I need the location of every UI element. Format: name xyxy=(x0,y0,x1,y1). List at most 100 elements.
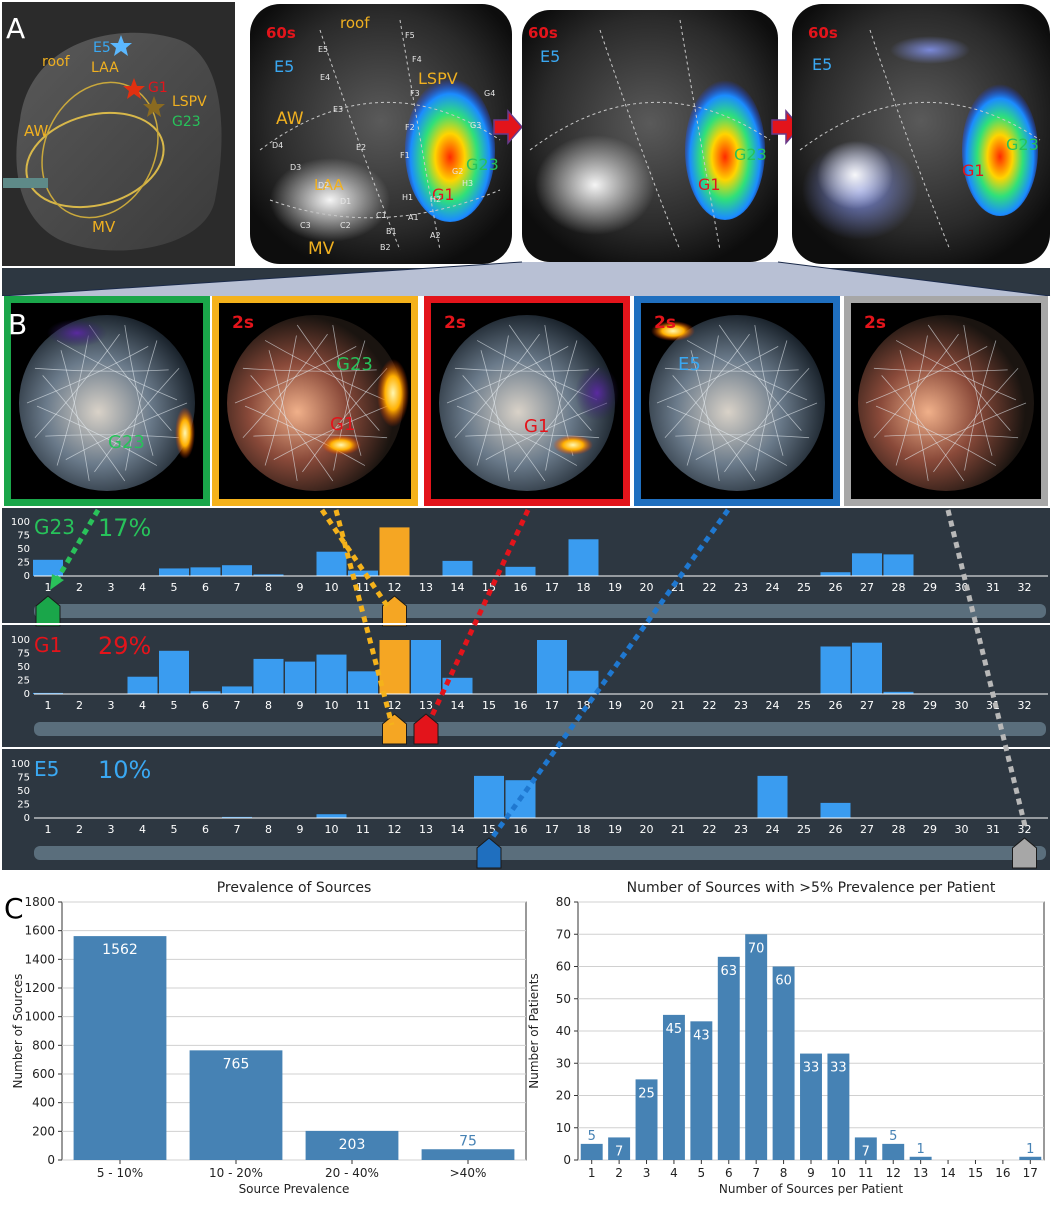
map1-roof: roof xyxy=(340,14,370,32)
y-tick-label: 60 xyxy=(556,960,571,974)
x-tick-label: 23 xyxy=(734,823,748,836)
map2-e5: E5 xyxy=(540,47,560,66)
hotspot-g1 xyxy=(321,435,361,455)
bar-value-label: 45 xyxy=(666,1022,683,1037)
x-tick-label: 14 xyxy=(451,699,465,712)
x-tick-label: 29 xyxy=(923,699,937,712)
flow-streamline xyxy=(125,340,158,471)
x-tick-label: 23 xyxy=(734,699,748,712)
flow-streamline xyxy=(333,340,366,471)
y-tick-label: 400 xyxy=(32,1096,55,1110)
x-tick-label: 28 xyxy=(892,581,906,594)
x-tick-label: 30 xyxy=(955,823,969,836)
electrode-label: G2 xyxy=(452,167,463,176)
y-tick-label: 75 xyxy=(17,531,30,542)
chart-title: Prevalence of Sources xyxy=(217,880,372,896)
frame-time: 2s xyxy=(444,313,466,333)
x-tick-label: 25 xyxy=(797,581,811,594)
y-tick-label: 50 xyxy=(17,786,30,797)
bar xyxy=(421,1149,515,1160)
x-tick-label: 16 xyxy=(995,1166,1010,1180)
bar-value-label: 7 xyxy=(615,1144,623,1159)
y-tick-label: 80 xyxy=(556,895,571,909)
x-tick-label: 2 xyxy=(76,581,83,594)
timeline-prevalence: 17% xyxy=(98,514,151,542)
y-tick-label: 25 xyxy=(17,676,30,687)
y-axis-label: Number of Patients xyxy=(527,973,541,1088)
x-tick-label: 19 xyxy=(608,823,622,836)
flow-streamline xyxy=(94,368,180,473)
electrode-label: D4 xyxy=(272,141,283,150)
hotspot-e5 xyxy=(651,321,695,341)
bar xyxy=(909,1156,932,1160)
hotspot-g1 xyxy=(553,435,593,455)
x-tick-label: 32 xyxy=(1018,699,1032,712)
x-tick-label: 27 xyxy=(860,823,874,836)
x-tick-label: 12 xyxy=(388,581,402,594)
map1-laa: LAA xyxy=(314,176,344,194)
x-tick-label: 17 xyxy=(545,581,559,594)
y-tick-label: 25 xyxy=(17,558,30,569)
bar xyxy=(772,966,795,1160)
timeline-bar xyxy=(820,802,851,818)
bar xyxy=(854,1137,877,1160)
bar-value-label: 1562 xyxy=(102,942,138,958)
x-tick-label: 6 xyxy=(202,699,209,712)
y-tick-label: 1600 xyxy=(24,924,55,938)
chart-sources-per-patient: Number of Sources with >5% Prevalence pe… xyxy=(527,880,1045,1196)
x-tick-label: 3 xyxy=(108,699,115,712)
flow-streamline xyxy=(718,324,802,431)
bar-value-label: 43 xyxy=(693,1028,710,1043)
x-tick-label: 22 xyxy=(703,581,717,594)
flow-streamline xyxy=(695,402,818,460)
map2-g1: G1 xyxy=(698,175,721,194)
x-tick-label: 13 xyxy=(419,699,433,712)
y-tick-label: 50 xyxy=(556,992,571,1006)
bar xyxy=(73,936,167,1160)
x-tick-label: 16 xyxy=(514,581,528,594)
panel-c: C Prevalence of Sources02004006008001000… xyxy=(0,872,1052,1212)
x-tick-label: 27 xyxy=(860,581,874,594)
x-tick-label: 13 xyxy=(419,823,433,836)
flow-streamline xyxy=(755,340,788,471)
bar xyxy=(745,934,768,1160)
x-tick-label: 25 xyxy=(797,699,811,712)
x-tick-label: 22 xyxy=(703,823,717,836)
frame-source-label-2: G1 xyxy=(330,414,355,435)
flow-streamline xyxy=(42,375,126,482)
timeline-bar xyxy=(316,551,347,576)
chart-prevalence: Prevalence of Sources 0 200 400 600 800 1000 12… xyxy=(11,880,527,1196)
x-tick-label: 28 xyxy=(892,823,906,836)
y-tick-label: 1000 xyxy=(24,1010,55,1024)
electrode-label: F1 xyxy=(400,151,410,160)
timeline-bar xyxy=(348,671,378,694)
timeline-marker xyxy=(382,713,407,745)
x-tick-label: 2 xyxy=(615,1166,623,1180)
panel-b: G23 2s G23 G1 2s G1 2s E5 2s B xyxy=(1,261,1051,870)
flow-streamline xyxy=(508,324,592,431)
x-tick-label: 8 xyxy=(780,1166,788,1180)
map1-g23: G23 xyxy=(466,155,499,174)
chart-title: Number of Sources with >5% Prevalence pe… xyxy=(627,880,996,896)
x-tick-label: 7 xyxy=(234,823,241,836)
flow-frames: G23 2s G23 G1 2s G1 2s E5 2s xyxy=(4,296,1048,506)
x-tick-label: 11 xyxy=(356,581,370,594)
timeline-bar xyxy=(883,691,914,694)
connector-orange-2 xyxy=(333,509,395,726)
flow-streamline xyxy=(899,350,929,482)
y-tick-label: 70 xyxy=(556,927,571,941)
x-tick-label: 15 xyxy=(968,1166,983,1180)
x-tick-label: 16 xyxy=(514,823,528,836)
map3-time: 60s xyxy=(808,24,838,42)
x-tick-label: 8 xyxy=(265,699,272,712)
flow-sphere-5 xyxy=(858,315,1034,491)
flow-streamline xyxy=(45,434,180,439)
x-tick-label: 3 xyxy=(643,1166,651,1180)
map1-aw: AW xyxy=(276,109,304,129)
x-tick-label: 23 xyxy=(734,581,748,594)
x-tick-label: 5 xyxy=(171,581,178,594)
star-icon-g23 xyxy=(143,96,165,117)
x-tick-label: 17 xyxy=(1023,1166,1038,1180)
x-tick-label: 19 xyxy=(608,699,622,712)
